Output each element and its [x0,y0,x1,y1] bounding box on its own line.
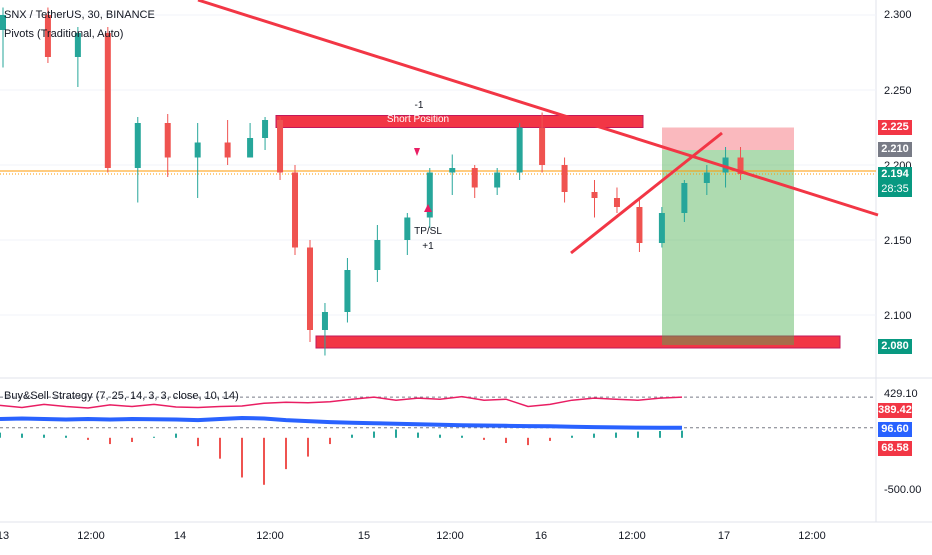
symbol-title[interactable]: SNX / TetherUS, 30, BINANCE [4,9,155,21]
candle-body [344,270,351,312]
candle-body [494,172,501,188]
indicator-bottom-value: -500.00 [884,484,922,496]
time-tick: 17 [717,530,731,542]
countdown-tag: 28:35 [878,182,912,197]
time-tick: 12:00 [618,530,646,542]
candle-body [74,33,81,57]
slow-line-tag: 96.60 [878,422,912,437]
short-stop-area [662,127,794,150]
price-tick: 2.100 [884,310,912,322]
candle-body [591,192,598,198]
candle-body [104,33,111,168]
candle-body [658,213,665,243]
slow-line [0,415,682,430]
resistance-zone [275,115,644,128]
tpsl-signal-arrow [424,204,432,212]
short-position-label: Short Position [386,114,450,125]
candle-body [194,142,201,158]
candle-body [703,172,710,183]
candle-body [561,165,568,192]
candle-body [44,15,51,57]
short-position-count: -1 [414,100,424,111]
candle-body [277,120,284,173]
candle-body [164,123,171,158]
price-tick: 2.300 [884,9,912,21]
price-tick: 2.150 [884,235,912,247]
stop-price-tag: 2.225 [878,120,912,135]
tpsl-count: +1 [422,241,434,252]
fast-line-tag: 389.42 [878,403,912,418]
last-price-tag: 2.194 [878,167,912,182]
fast-line [0,395,683,409]
price-tick: 2.250 [884,85,912,97]
candle-body [262,120,269,138]
candle-body [539,127,546,165]
time-tick: 16 [534,530,548,542]
candle-body [449,168,456,173]
time-tick: 14 [173,530,187,542]
candle-body [247,138,254,158]
time-tick: 12:00 [436,530,464,542]
candle-body [426,172,433,218]
candle-body [306,247,313,330]
histogram-tag: 68.58 [878,441,912,456]
time-tick: 13 [0,530,10,542]
sell-signal-arrow [414,148,420,156]
candle-body [134,123,141,168]
time-tick: 12:00 [798,530,826,542]
candle-body [404,217,411,240]
support-zone [315,335,841,349]
ascending-trendline [570,131,723,255]
candle-body [681,183,688,213]
short-target-area [662,150,794,345]
candle-body [722,157,729,173]
tpsl-label: TP/SL [414,226,442,237]
indicator-top-value: 429.10 [884,388,918,400]
candle-body [0,15,6,30]
candle-body [292,172,299,248]
prev-close-tag: 2.210 [878,142,912,157]
time-tick: 15 [357,530,371,542]
candle-body [516,127,523,173]
time-tick: 12:00 [256,530,284,542]
target-price-tag: 2.080 [878,339,912,354]
candle-body [636,207,643,243]
candle-body [374,240,381,270]
descending-trendline [197,0,879,217]
time-tick: 12:00 [77,530,105,542]
candle-body [737,157,744,174]
candle-body [471,168,478,188]
pivots-label[interactable]: Pivots (Traditional, Auto) [4,28,124,40]
indicator-label[interactable]: Buy&Sell Strategy (7, 25, 14, 3, 3, clos… [4,390,239,402]
candle-body [613,198,620,207]
candle-body [224,142,231,158]
candle-body [321,312,328,330]
